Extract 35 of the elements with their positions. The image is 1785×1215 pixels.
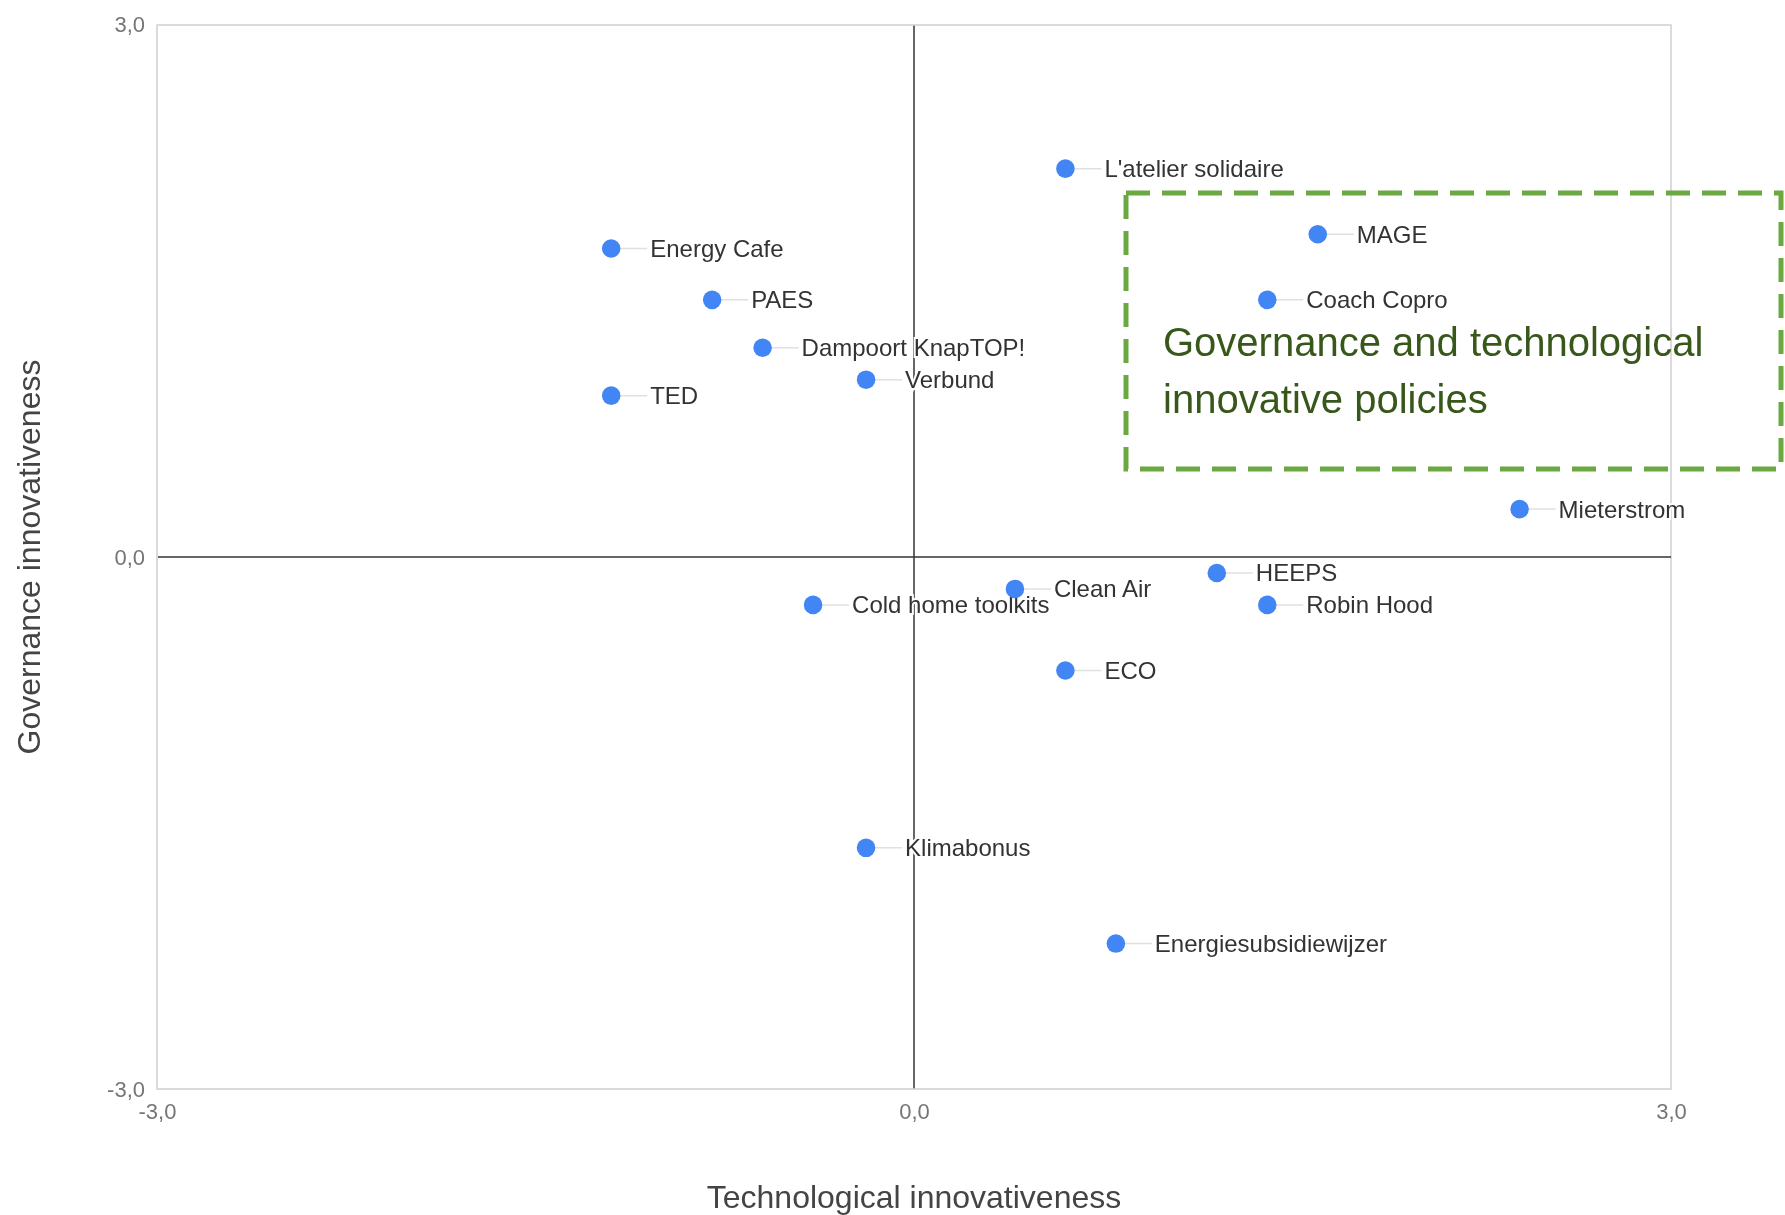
point [1056, 159, 1075, 178]
point [601, 239, 621, 258]
point [753, 338, 772, 357]
annotation: Dampoort KnapTOP! [801, 334, 1026, 362]
annotation: Energiesubsidiewijzer [1154, 929, 1387, 957]
annotation: PAES [751, 286, 814, 314]
annotation: Robin Hood [1306, 591, 1434, 619]
x-tick-label: 3,0 [1656, 1098, 1687, 1124]
y-tick-label: 0,0 [114, 544, 145, 570]
annotation: Coach Copro [1306, 286, 1448, 314]
annotation: Clean Air [1053, 575, 1152, 603]
point [856, 370, 876, 389]
x-tick-label: 0,0 [899, 1098, 930, 1124]
point [856, 838, 876, 858]
annotation: MAGE [1356, 220, 1428, 248]
annotation: HEEPS [1255, 559, 1338, 587]
point [803, 595, 823, 615]
annotation: TED [650, 382, 699, 410]
point [601, 386, 621, 405]
annotation: L'atelier solidaire [1104, 155, 1284, 183]
annotation: Energy Cafe [650, 234, 784, 262]
x-axis-title: Technological innovativeness [706, 1179, 1122, 1215]
point [1308, 225, 1327, 244]
point [1258, 290, 1277, 310]
point [702, 290, 722, 310]
annotation: Mieterstrom [1558, 495, 1686, 523]
point [1510, 499, 1529, 519]
point [1106, 934, 1126, 953]
point [1207, 563, 1227, 583]
y-axis-title: Governance innovativeness [11, 359, 47, 755]
point [1258, 595, 1277, 615]
y-tick-label: 3,0 [114, 12, 145, 38]
point [1056, 661, 1075, 680]
annotation: ECO [1104, 656, 1157, 684]
annotation: Governance and technological innovative policies [1163, 320, 1704, 421]
